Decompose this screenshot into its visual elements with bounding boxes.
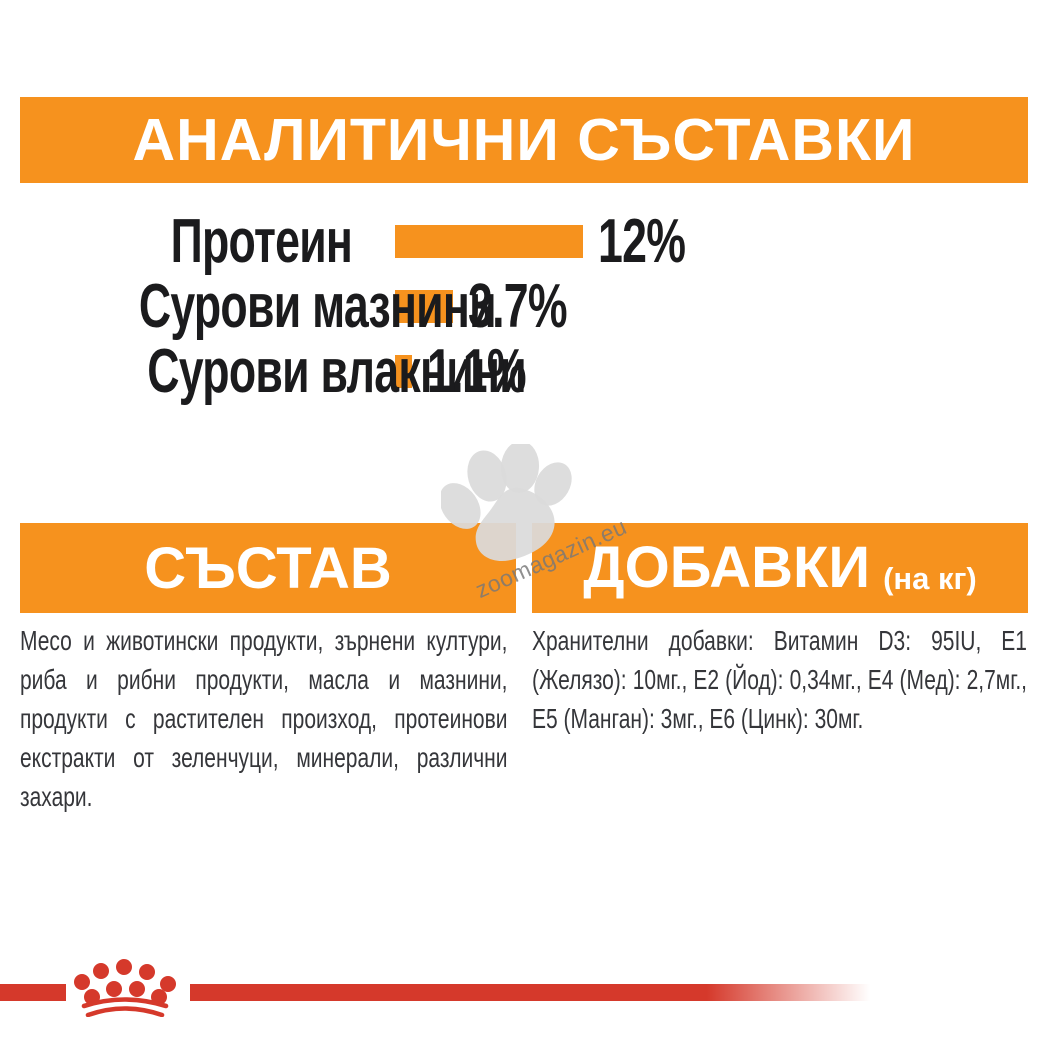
chart-bar <box>395 355 412 388</box>
chart-category-label: Сурови влакнини <box>147 337 526 406</box>
analytical-chart: Протеин 12% Сурови мазнини 3.7% Сурови влакн… <box>0 0 1049 420</box>
additives-banner: ДОБАВКИ (на кг) <box>532 523 1028 613</box>
composition-text: Месо и животински продукти, зърнени култ… <box>20 625 508 812</box>
chart-bar <box>395 225 583 258</box>
royal-canin-crown-icon <box>74 959 176 1017</box>
brand-stripe-right <box>190 984 870 1001</box>
chart-row: Сурови мазнини 3.7% <box>0 272 1049 341</box>
page-title: АНАЛИТИЧНИ СЪСТАВКИ <box>132 107 916 173</box>
chart-category-label: Протеин <box>170 207 352 276</box>
chart-value-label: 12% <box>598 207 686 276</box>
additives-title-suffix: (на кг) <box>883 561 977 596</box>
additives-text: Хранителни добавки: Витамин D3: 95IU, E1… <box>532 625 1027 734</box>
chart-row: Сурови влакнини 1.1% <box>0 337 1049 406</box>
chart-value-label: 1.1% <box>427 337 527 406</box>
analytical-constituents-banner: АНАЛИТИЧНИ СЪСТАВКИ <box>20 97 1028 183</box>
chart-bar <box>395 290 453 323</box>
chart-row: Протеин 12% <box>0 207 1049 276</box>
chart-value-label: 3.7% <box>468 272 568 341</box>
brand-stripe-left <box>0 984 66 1001</box>
chart-category-label: Сурови мазнини <box>138 272 497 341</box>
additives-title: ДОБАВКИ <box>583 535 871 600</box>
composition-banner: СЪСТАВ <box>20 523 516 613</box>
composition-title: СЪСТАВ <box>144 535 392 601</box>
